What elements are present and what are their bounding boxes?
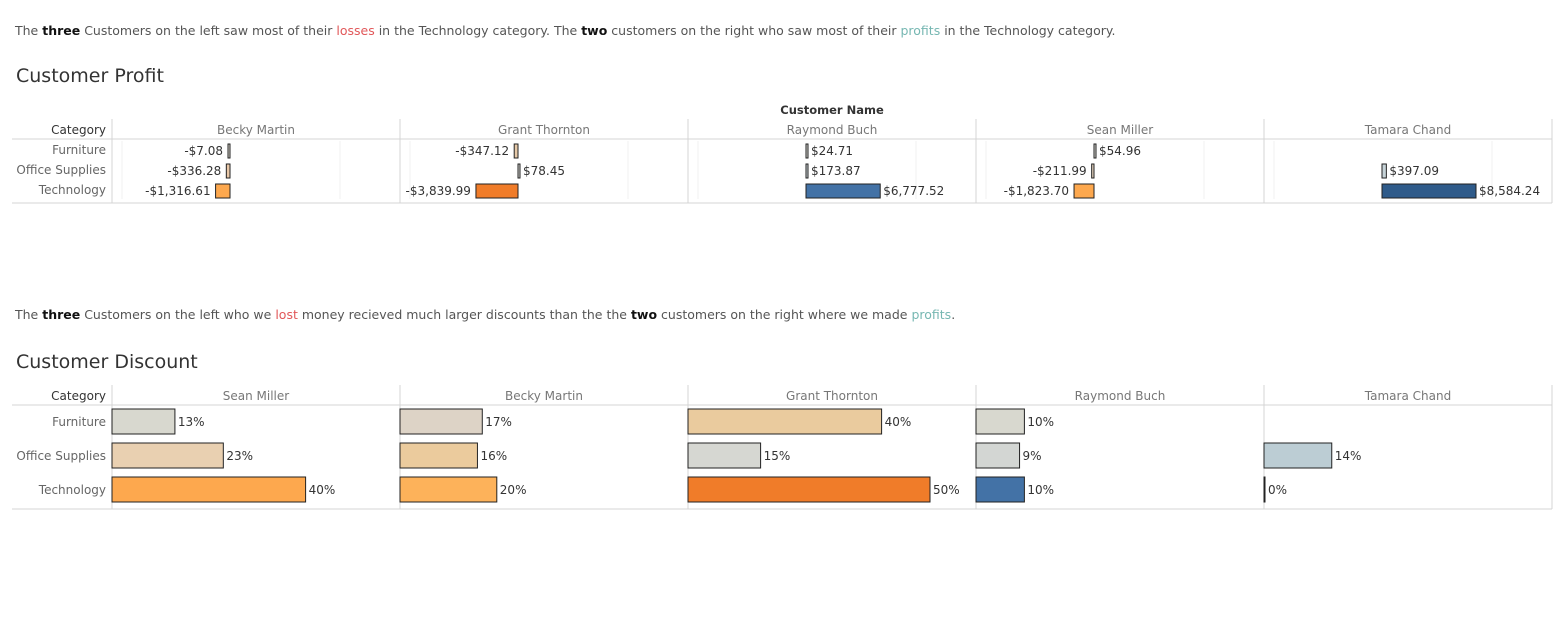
profit-value-label: $24.71 [811, 144, 853, 158]
discount-bar [399, 408, 483, 435]
row-header-category: Category [51, 389, 106, 403]
profit-value-label: $78.45 [523, 164, 565, 178]
profit-bar [225, 163, 231, 179]
profit-bar [517, 163, 521, 179]
profit-bar [805, 163, 809, 179]
profit-bar [1073, 183, 1095, 199]
caption-emphasis-two: two [630, 307, 658, 322]
discount-value-label: 15% [764, 449, 791, 463]
discount-bar [975, 442, 1021, 469]
caption-profits: profits [911, 307, 952, 322]
discount-bar [399, 476, 498, 503]
customer-header: Sean Miller [223, 389, 290, 403]
discount-bar [1263, 476, 1266, 503]
discount-bar [111, 442, 224, 469]
profit-caption: The three Customers on the left saw most… [15, 23, 1116, 38]
profit-value-label: -$211.99 [1033, 164, 1087, 178]
discount-value-label: 23% [226, 449, 253, 463]
profit-chart-title: Customer Profit [16, 65, 164, 87]
category-label: Office Supplies [16, 449, 106, 463]
discount-value-label: 16% [480, 449, 507, 463]
discount-value-label: 14% [1335, 449, 1362, 463]
discount-bar [687, 476, 931, 503]
profit-value-label: $8,584.24 [1479, 184, 1540, 198]
customer-header: Tamara Chand [1364, 389, 1451, 403]
profit-bar [1381, 183, 1477, 199]
profit-bar [1381, 163, 1387, 179]
profit-value-label: $397.09 [1389, 164, 1439, 178]
discount-value-label: 10% [1027, 415, 1054, 429]
category-label: Furniture [52, 415, 106, 429]
discount-bar [975, 476, 1025, 503]
discount-bar [975, 408, 1025, 435]
profit-bar [805, 183, 881, 199]
row-header-category: Category [51, 123, 106, 137]
category-label: Technology [38, 483, 106, 497]
discount-chart-title: Customer Discount [16, 351, 198, 373]
caption-emphasis-two: two [581, 23, 608, 38]
profit-value-label: -$1,316.61 [145, 184, 210, 198]
customer-header: Tamara Chand [1364, 123, 1451, 137]
discount-bar [687, 408, 883, 435]
discount-bar [399, 442, 478, 469]
profit-value-label: -$347.12 [455, 144, 509, 158]
column-header-customer-name: Customer Name [780, 103, 884, 117]
category-label: Furniture [52, 143, 106, 157]
caption-lost: lost [275, 307, 298, 322]
discount-value-label: 40% [309, 483, 336, 497]
profit-value-label: -$7.08 [184, 144, 223, 158]
customer-header: Grant Thornton [498, 123, 590, 137]
profit-bar [475, 183, 519, 199]
profit-bar [1091, 163, 1095, 179]
discount-value-label: 50% [933, 483, 960, 497]
profit-bar [215, 183, 231, 199]
discount-value-label: 40% [885, 415, 912, 429]
category-label: Technology [38, 183, 106, 197]
discount-bar [111, 408, 176, 435]
category-label: Office Supplies [16, 163, 106, 177]
discount-value-label: 9% [1023, 449, 1042, 463]
caption-profits: profits [900, 23, 941, 38]
customer-header: Becky Martin [217, 123, 295, 137]
customer-header: Sean Miller [1087, 123, 1154, 137]
customer-header: Becky Martin [505, 389, 583, 403]
profit-value-label: $173.87 [811, 164, 861, 178]
caption-emphasis-three: three [42, 307, 81, 322]
discount-value-label: 20% [500, 483, 527, 497]
discount-value-label: 10% [1027, 483, 1054, 497]
caption-emphasis-three: three [42, 23, 81, 38]
customer-header: Raymond Buch [787, 123, 878, 137]
discount-bar [1263, 442, 1333, 469]
profit-value-label: -$336.28 [167, 164, 221, 178]
profit-value-label: $6,777.52 [883, 184, 944, 198]
customer-header: Raymond Buch [1075, 389, 1166, 403]
profit-bar [227, 143, 231, 159]
discount-value-label: 13% [178, 415, 205, 429]
profit-bar [1093, 143, 1097, 159]
discount-chart: Category Furniture Office Supplies Technolo… [12, 385, 1553, 510]
discount-value-label: 0% [1268, 483, 1287, 497]
profit-chart: Customer Name Category Furniture Office Sup… [12, 103, 1553, 204]
profit-bar [805, 143, 809, 159]
caption-losses: losses [336, 23, 375, 38]
profit-bar [513, 143, 519, 159]
profit-value-label: -$3,839.99 [406, 184, 471, 198]
discount-caption: The three Customers on the left who we l… [15, 307, 956, 322]
discount-value-label: 17% [485, 415, 512, 429]
discount-bar [111, 476, 307, 503]
profit-value-label: -$1,823.70 [1004, 184, 1069, 198]
profit-value-label: $54.96 [1099, 144, 1141, 158]
discount-bar [687, 442, 762, 469]
customer-header: Grant Thornton [786, 389, 878, 403]
